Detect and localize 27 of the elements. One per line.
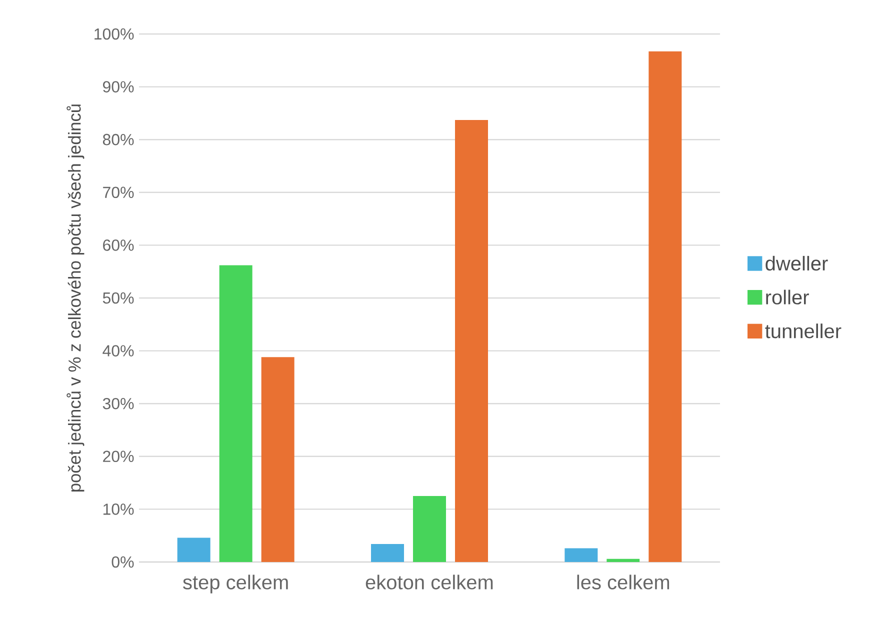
y-tick-label: 100% <box>94 28 134 40</box>
y-tick-label: 70% <box>103 186 134 198</box>
y-tick-label: 90% <box>103 81 134 92</box>
bar <box>261 357 294 562</box>
y-tick-label: 80% <box>102 134 134 146</box>
y-tick-label: 10% <box>103 504 134 515</box>
y-tick-label: 40% <box>102 345 134 356</box>
bar <box>371 544 404 562</box>
bar <box>455 120 488 562</box>
y-tick-label: 60% <box>103 240 134 251</box>
bar <box>606 558 640 562</box>
y-tick-label: 0% <box>112 556 134 568</box>
x-tick-label: les celkem <box>577 574 670 590</box>
bar <box>413 496 446 562</box>
bar <box>177 538 210 562</box>
y-tick-label: 30% <box>102 398 134 410</box>
x-tick-label: ekoton celkem <box>366 574 493 590</box>
bar <box>648 51 682 562</box>
bar <box>219 265 252 562</box>
bar <box>564 548 598 562</box>
y-tick-label: 20% <box>103 450 134 462</box>
x-tick-label: step celkem <box>183 574 288 594</box>
legend-label: roller <box>766 290 809 304</box>
y-axis-title: počet jedinců v % z celkového počtu všech jedinců <box>66 104 84 492</box>
legend-label: dweller <box>766 256 828 271</box>
y-tick-label: 50% <box>102 292 134 304</box>
legend-label: tunneller <box>765 324 842 338</box>
